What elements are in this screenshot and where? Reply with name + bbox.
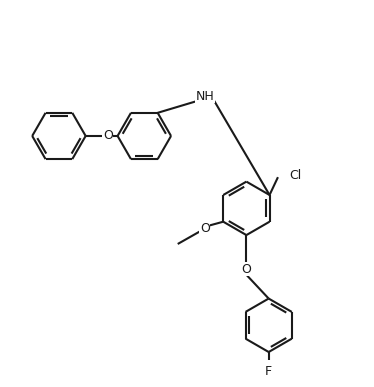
Text: O: O [242, 263, 251, 276]
Text: NH: NH [196, 90, 214, 103]
Text: F: F [265, 365, 272, 378]
Text: Cl: Cl [289, 169, 301, 182]
Text: O: O [200, 222, 210, 235]
Text: O: O [103, 130, 113, 142]
